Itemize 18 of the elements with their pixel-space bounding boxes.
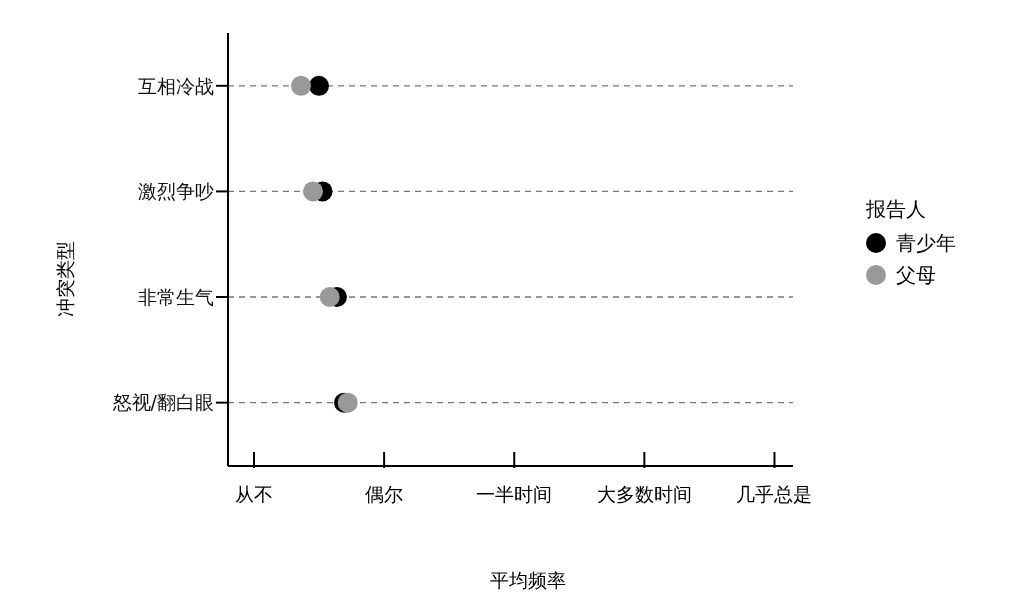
point: [308, 75, 329, 96]
y-axis-title: 冲突类型: [53, 241, 77, 317]
legend-label: 父母: [896, 261, 936, 289]
point: [302, 181, 323, 202]
text: 几乎总是: [735, 482, 814, 507]
y-tick-label: 非常生气: [138, 285, 214, 308]
text: 大多数时间: [595, 482, 693, 507]
text: 从不: [233, 482, 274, 507]
y-tick-label: 怒视/翻白眼: [111, 391, 214, 414]
point: [319, 287, 340, 308]
y-tick-label: 激烈争吵: [138, 180, 214, 203]
y-tick-label: 互相冷战: [138, 74, 214, 97]
point: [291, 75, 312, 96]
legend-title: 报告人: [866, 196, 927, 223]
text: 一半时间: [475, 482, 554, 507]
text: 偶尔: [364, 482, 405, 507]
legend-label: 青少年: [896, 229, 956, 257]
text: 平均频率: [489, 568, 567, 593]
